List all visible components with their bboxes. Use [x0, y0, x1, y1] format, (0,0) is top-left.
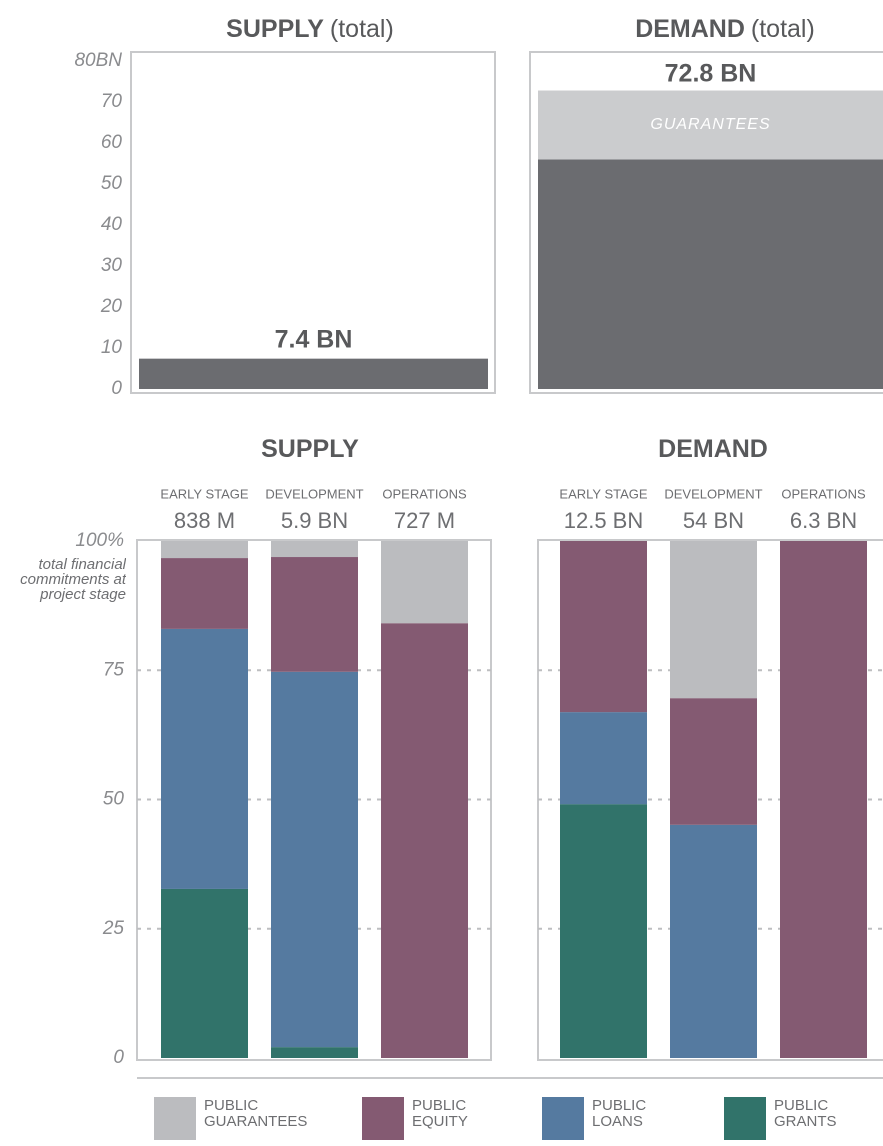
- panel-frame: [529, 51, 883, 394]
- y-tick-label: 0: [111, 378, 122, 399]
- total-label: 12.5 BN: [564, 508, 644, 533]
- category-label: EARLY STAGE: [160, 486, 248, 501]
- bar-segment: [271, 541, 358, 558]
- panel-title: SUPPLY: [261, 435, 359, 463]
- y-tick-label: 100%: [75, 530, 124, 551]
- legend-label: PUBLIC EQUITY: [412, 1098, 468, 1130]
- legend-swatch: [542, 1097, 584, 1140]
- legend-label: PUBLIC GRANTS: [774, 1098, 837, 1130]
- bar-segment: [381, 623, 468, 1058]
- total-label: 838 M: [174, 508, 235, 533]
- category-label: DEVELOPMENT: [265, 486, 363, 501]
- y-tick-label: 30: [101, 255, 123, 276]
- bar-segment: [560, 541, 647, 713]
- y-tick-label: 0: [113, 1047, 124, 1068]
- legend-swatch: [724, 1097, 766, 1140]
- title-main: DEMAND: [658, 435, 768, 463]
- y-tick-label: 70: [101, 91, 123, 112]
- y-tick-label: 40: [101, 214, 123, 235]
- total-label: 54 BN: [683, 508, 744, 533]
- title-sub: (total): [751, 15, 815, 43]
- bar-segment: [538, 90, 883, 160]
- panel-title: DEMAND: [658, 435, 768, 463]
- category-label: OPERATIONS: [382, 486, 467, 501]
- bar-segment: [381, 541, 468, 624]
- panel-title: SUPPLY (total): [226, 15, 394, 43]
- value-label: 7.4 BN: [275, 325, 353, 353]
- legend-label-box: PUBLIC EQUITY: [412, 1098, 468, 1130]
- legend-swatch: [362, 1097, 404, 1140]
- bar-segment: [538, 159, 883, 389]
- y-tick-label: 25: [102, 918, 125, 939]
- legend-label-box: PUBLIC GUARANTEES: [204, 1098, 308, 1130]
- y-tick-label: 75: [103, 659, 125, 680]
- y-tick-label: 50: [101, 173, 123, 194]
- legend-label: PUBLIC LOANS: [592, 1098, 647, 1130]
- y-tick-label: 10: [101, 337, 123, 358]
- legend-label-box: PUBLIC GRANTS: [774, 1098, 837, 1130]
- bar-segment: [670, 698, 757, 825]
- y-axis-label: total financial commitments at project s…: [20, 557, 126, 603]
- category-label: EARLY STAGE: [559, 486, 647, 501]
- total-label: 6.3 BN: [790, 508, 857, 533]
- title-main: SUPPLY: [226, 15, 324, 43]
- bar-segment: [271, 557, 358, 672]
- bar-segment: [161, 888, 248, 1058]
- segment-label: GUARANTEES: [650, 116, 770, 133]
- bar-segment: [670, 541, 757, 699]
- bar-segment: [271, 1047, 358, 1058]
- bar: [139, 358, 488, 389]
- bar-segment: [560, 804, 647, 1058]
- bar-segment: [780, 541, 867, 1058]
- bar-segment: [271, 671, 358, 1048]
- y-tick-label: 20: [100, 296, 123, 317]
- title-main: SUPPLY: [261, 435, 359, 463]
- bar-segment: [161, 541, 248, 559]
- title-sub: (total): [330, 15, 394, 43]
- category-label: DEVELOPMENT: [664, 486, 762, 501]
- legend-label: PUBLIC GUARANTEES: [204, 1098, 308, 1130]
- legend-swatch: [154, 1097, 196, 1140]
- panel-title: DEMAND (total): [635, 15, 815, 43]
- title-main: DEMAND: [635, 15, 745, 43]
- total-label: 727 M: [394, 508, 455, 533]
- total-label: 5.9 BN: [281, 508, 348, 533]
- category-label: OPERATIONS: [781, 486, 866, 501]
- total-label: 72.8 BN: [665, 60, 757, 88]
- legend-label-box: PUBLIC LOANS: [592, 1098, 647, 1130]
- y-tick-label: 60: [101, 132, 123, 153]
- bar-segment: [670, 824, 757, 1058]
- bar-segment: [560, 712, 647, 805]
- y-tick-label: 50: [103, 789, 125, 810]
- y-tick-label: 80BN: [74, 50, 122, 71]
- panel-frame: [130, 51, 496, 394]
- bar-segment: [161, 558, 248, 629]
- bar-segment: [161, 628, 248, 889]
- y-axis-label-box: total financial commitments at project s…: [20, 557, 126, 603]
